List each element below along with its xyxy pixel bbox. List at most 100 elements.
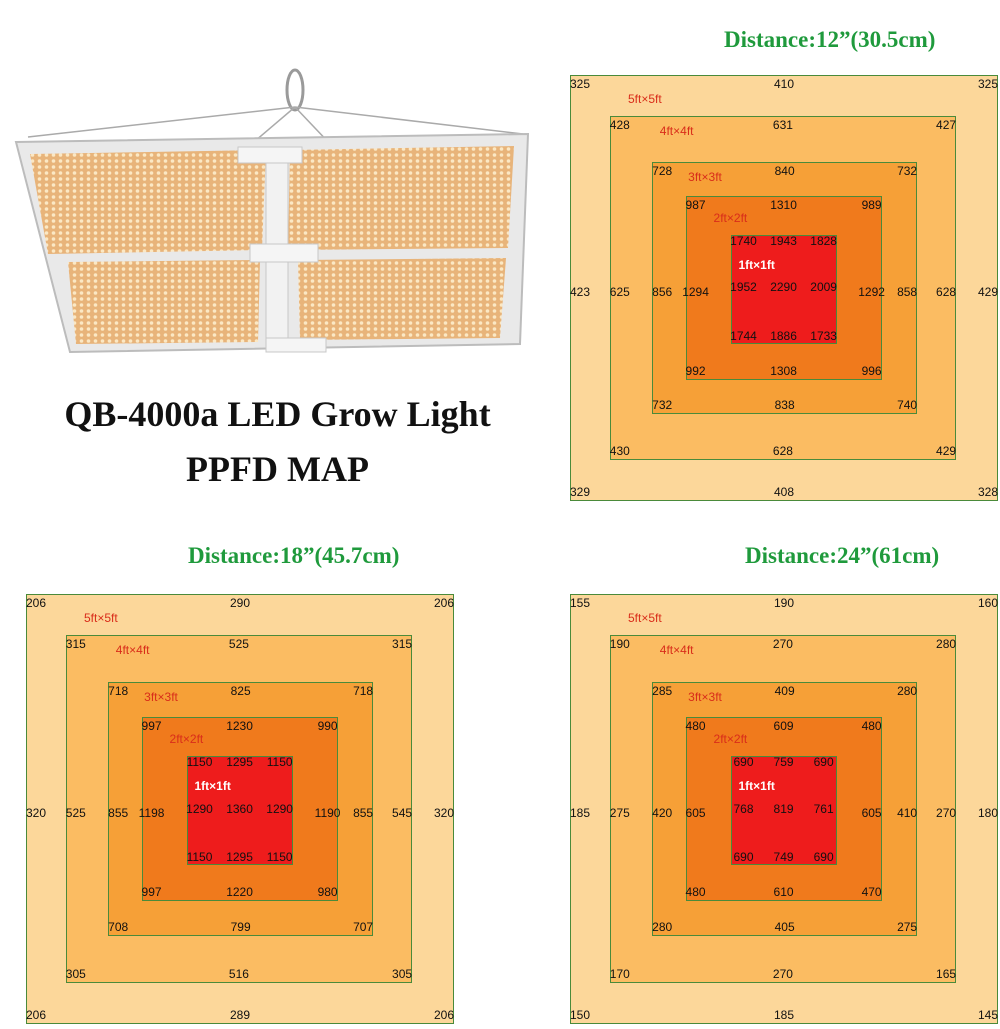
ppfd-value-2ft-tm: 1310 (770, 198, 797, 213)
ppfd-value-4ft-tr: 280 (936, 637, 957, 652)
ppfd-value-5ft-mr: 429 (977, 285, 999, 299)
ppfd-value-5ft-bm: 408 (773, 485, 795, 499)
ppfd-value-2ft-tr: 480 (861, 718, 882, 733)
ppfd-value-3ft-mr: 858 (897, 285, 918, 299)
ppfd-value-2ft-tm: 609 (773, 718, 794, 733)
ppfd-value-5ft-tm: 290 (229, 596, 251, 610)
ppfd-value-4ft-bl: 170 (609, 966, 630, 981)
ppfd-value-2ft-tr: 990 (317, 718, 338, 733)
ppfd-value-3ft-br: 275 (897, 919, 918, 934)
ppfd-value-2ft-bm: 610 (773, 885, 794, 900)
ppfd-value-1ft-bm: 1886 (770, 328, 797, 343)
zone-label-3ft: 3ft×3ft (688, 690, 722, 705)
ppfd-value-1ft-mm: 819 (773, 801, 794, 816)
zone-label-4ft: 4ft×4ft (659, 123, 694, 138)
ppfd-value-5ft-tl: 206 (25, 596, 47, 610)
ppfd-value-3ft-mr: 410 (897, 806, 918, 820)
ppfd-value-1ft-bl: 1150 (186, 850, 213, 865)
ppfd-value-3ft-tm: 840 (774, 164, 795, 179)
zone-label-2ft: 2ft×2ft (713, 211, 748, 226)
ppfd-value-2ft-tl: 987 (685, 198, 706, 213)
ppfd-value-2ft-mr: 1292 (858, 285, 885, 299)
ppfd-value-4ft-mr: 545 (392, 806, 413, 820)
ppfd-value-5ft-tl: 155 (569, 596, 591, 610)
ppfd-value-5ft-bm: 185 (773, 1008, 795, 1022)
ppfd-value-1ft-br: 1150 (266, 850, 293, 865)
ppfd-value-4ft-tm: 270 (772, 637, 793, 652)
ppfd-value-4ft-bm: 516 (228, 966, 249, 981)
ppfd-value-3ft-br: 740 (897, 397, 918, 412)
zone-label-5ft: 5ft×5ft (628, 611, 662, 625)
ppfd-value-2ft-tm: 1230 (226, 718, 253, 733)
ppfd-value-1ft-bm: 749 (773, 850, 794, 865)
ppfd-value-1ft-ml: 768 (733, 801, 754, 816)
ppfd-value-5ft-tr: 160 (977, 596, 999, 610)
ppfd-value-2ft-br: 980 (317, 885, 338, 900)
ppfd-value-1ft-mr: 2009 (810, 280, 837, 295)
zone-label-1ft: 1ft×1ft (738, 258, 775, 273)
ppfd-value-3ft-tr: 280 (897, 684, 918, 699)
ppfd-value-4ft-br: 305 (392, 966, 413, 981)
ppfd-value-1ft-bm: 1295 (226, 850, 253, 865)
ppfd-value-5ft-ml: 320 (25, 806, 47, 820)
ppfd-value-5ft-br: 145 (977, 1008, 999, 1022)
ppfd-value-1ft-mr: 761 (813, 801, 834, 816)
zone-label-5ft: 5ft×5ft (628, 92, 662, 106)
zone-label-3ft: 3ft×3ft (688, 170, 722, 185)
ppfd-value-2ft-ml: 1294 (682, 285, 709, 299)
ppfd-value-5ft-tr: 206 (433, 596, 455, 610)
product-title: QB-4000a LED Grow Light (64, 394, 491, 434)
ppfd-value-4ft-ml: 625 (609, 285, 630, 299)
ppfd-value-1ft-tr: 690 (813, 754, 834, 769)
ppfd-value-4ft-tl: 315 (65, 637, 86, 652)
ppfd-value-4ft-bl: 305 (65, 966, 86, 981)
ppfd-value-1ft-tl: 1150 (186, 754, 213, 769)
ppfd-value-5ft-mr: 180 (977, 806, 999, 820)
ppfd-value-1ft-tm: 1295 (226, 754, 253, 769)
ppfd-value-1ft-tl: 690 (733, 754, 754, 769)
ppfd-value-5ft-tr: 325 (977, 77, 999, 91)
ppfd-value-5ft-bl: 206 (25, 1008, 47, 1022)
ppfd-value-3ft-tr: 718 (353, 684, 374, 699)
ppfd-value-5ft-ml: 423 (569, 285, 591, 299)
zone-label-1ft: 1ft×1ft (738, 778, 775, 793)
ppfd-value-1ft-br: 1733 (810, 328, 837, 343)
ppfd-map-12in: 5ft×5ft 4ft×4ft 3ft×3ft 2ft×2ft 1ft×1ft 325 41… (570, 75, 998, 501)
ppfd-value-3ft-tm: 409 (774, 684, 795, 699)
ppfd-value-4ft-bm: 628 (772, 444, 793, 459)
zone-2ftx2ft (685, 196, 882, 380)
ppfd-value-1ft-tm: 759 (773, 754, 794, 769)
ppfd-value-5ft-mr: 320 (433, 806, 455, 820)
ppfd-value-3ft-bl: 708 (108, 919, 129, 934)
ppfd-value-1ft-mm: 1360 (226, 801, 253, 816)
zone-label-2ft: 2ft×2ft (713, 731, 748, 746)
ppfd-value-2ft-ml: 605 (685, 806, 706, 820)
ppfd-value-1ft-tr: 1150 (266, 754, 293, 769)
ppfd-value-4ft-tm: 631 (772, 117, 793, 132)
ppfd-value-2ft-bm: 1308 (770, 363, 797, 378)
ppfd-value-4ft-tr: 315 (392, 637, 413, 652)
distance-title-12in: Distance:12”(30.5cm) (724, 27, 936, 52)
distance-title-24in: Distance:24”(61cm) (745, 543, 940, 568)
zone-label-3ft: 3ft×3ft (144, 690, 178, 705)
zone-label-4ft: 4ft×4ft (659, 643, 694, 658)
ppfd-value-2ft-tl: 997 (141, 718, 162, 733)
ppfd-value-3ft-bl: 732 (652, 397, 673, 412)
ppfd-value-3ft-tm: 825 (230, 684, 251, 699)
ppfd-value-5ft-ml: 185 (569, 806, 591, 820)
ppfd-value-3ft-bm: 799 (230, 919, 251, 934)
ppfd-value-4ft-br: 429 (936, 444, 957, 459)
ppfd-value-3ft-ml: 420 (652, 806, 673, 820)
ppfd-value-3ft-bl: 280 (652, 919, 673, 934)
ppfd-value-1ft-tr: 1828 (810, 234, 837, 249)
ppfd-value-5ft-tl: 325 (569, 77, 591, 91)
ppfd-value-1ft-tl: 1740 (730, 234, 757, 249)
ppfd-value-3ft-ml: 856 (652, 285, 673, 299)
ppfd-value-1ft-tm: 1943 (770, 234, 797, 249)
zone-1ftx1ft (730, 755, 837, 866)
ppfd-value-5ft-tm: 410 (773, 77, 795, 91)
ppfd-value-2ft-bl: 480 (685, 885, 706, 900)
ppfd-value-3ft-tl: 718 (108, 684, 129, 699)
ppfd-value-2ft-br: 470 (861, 885, 882, 900)
ppfd-value-2ft-bl: 992 (685, 363, 706, 378)
